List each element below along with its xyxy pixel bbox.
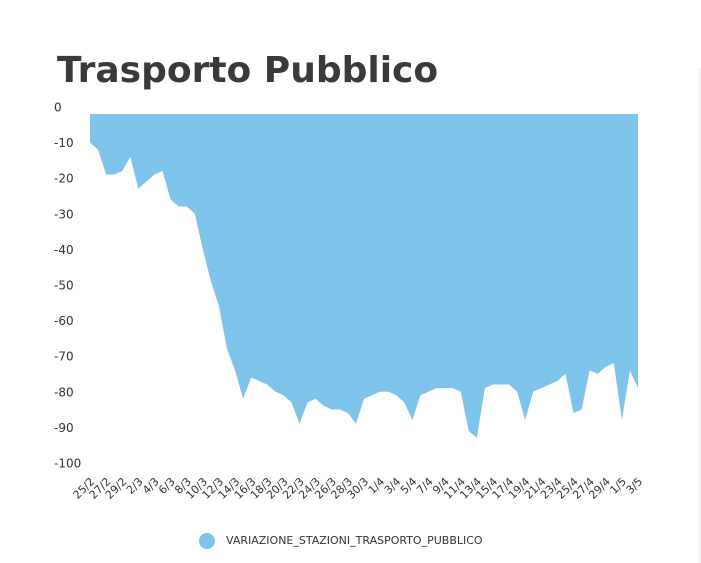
y-tick-label: -40 [54,243,74,257]
chart-title: Trasporto Pubblico [57,50,438,91]
y-tick-label: -80 [54,385,74,399]
area [90,114,638,438]
x-tick-label: 3/5 [624,475,646,497]
y-tick-label: 0 [54,101,62,115]
legend-swatch [199,533,215,549]
y-tick-label: -90 [54,421,74,435]
y-tick-label: -60 [54,314,74,328]
y-tick-label: -70 [54,350,74,364]
y-tick-label: -30 [54,207,74,221]
y-tick-label: -20 [54,172,74,186]
y-tick-label: -100 [54,457,81,471]
y-tick-label: -10 [54,136,74,150]
legend-label: VARIAZIONE_STAZIONI_TRASPORTO_PUBBLICO [226,534,483,547]
y-tick-label: -50 [54,279,74,293]
